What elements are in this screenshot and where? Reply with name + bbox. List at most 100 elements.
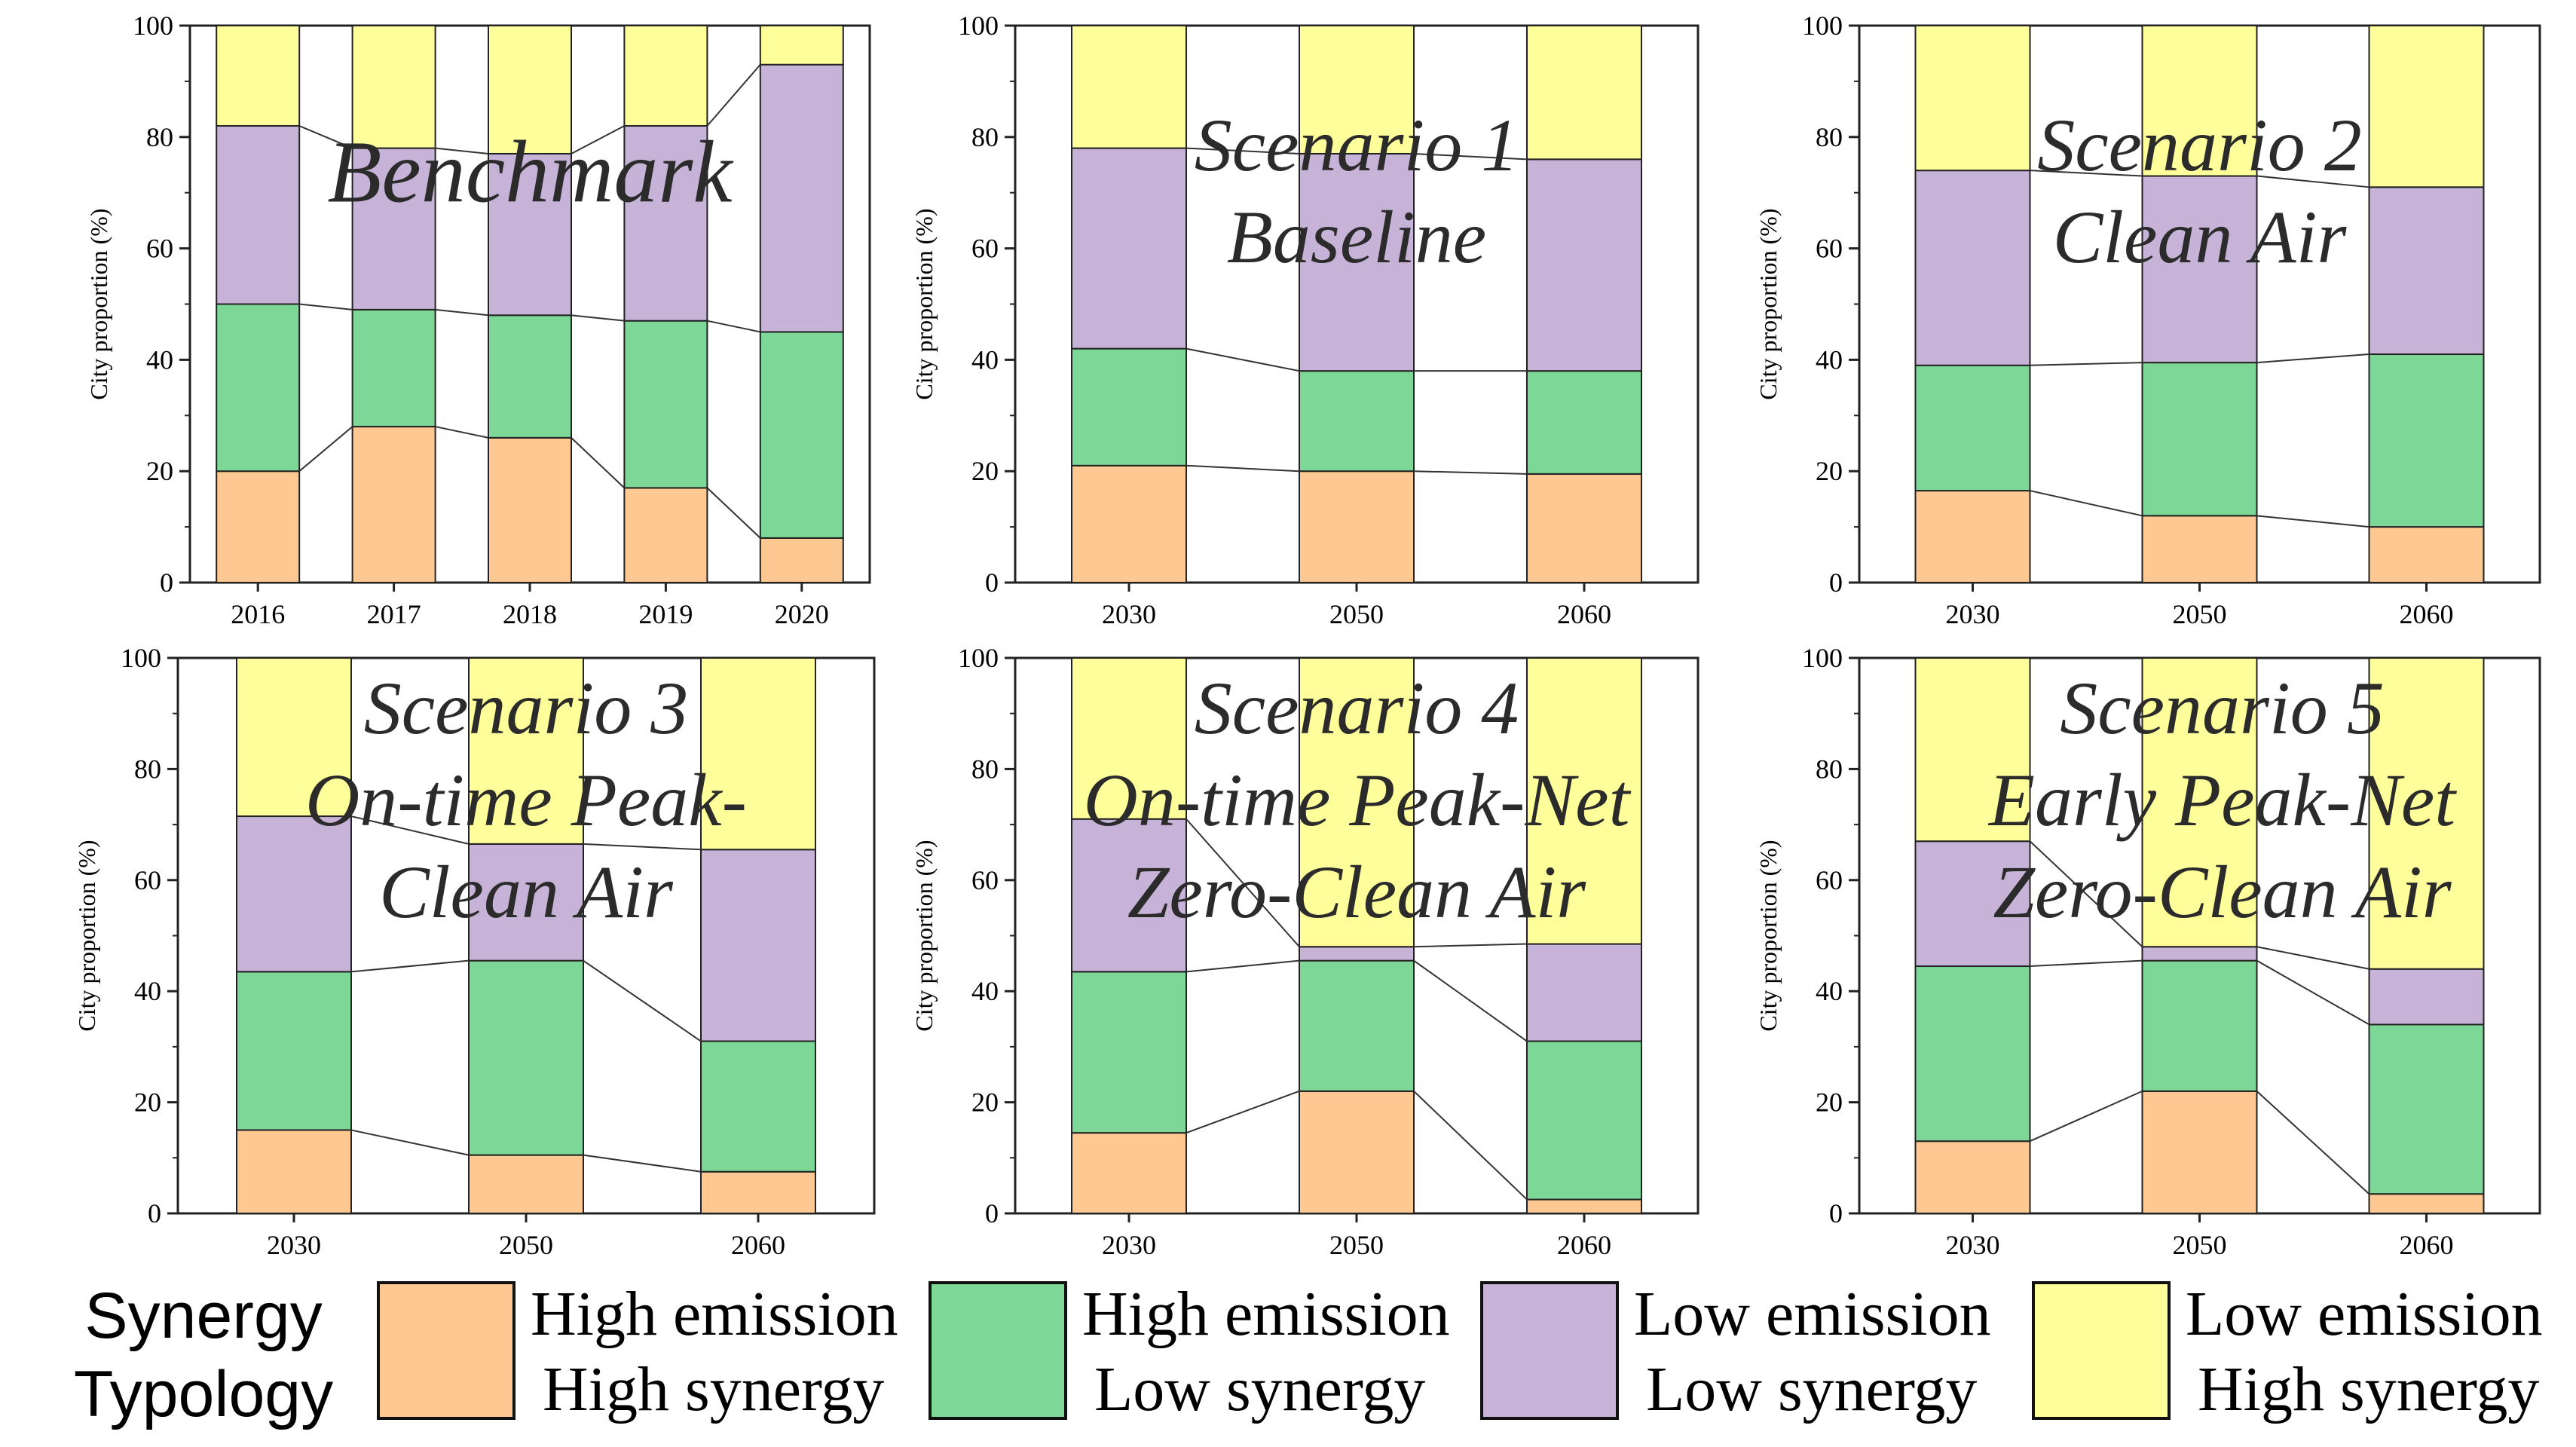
bar-segment — [488, 152, 572, 317]
y-tick-label: 0 — [1829, 567, 1843, 598]
y-tick-label: 100 — [1802, 643, 1843, 673]
connector-line — [706, 64, 761, 127]
bar-segment — [2141, 1090, 2258, 1214]
y-tick-label: 0 — [985, 567, 999, 598]
bar-segment — [1526, 1198, 1642, 1214]
legend-swatch — [2032, 1281, 2171, 1420]
y-tick-label: 40 — [146, 344, 173, 375]
x-tick-label: 2030 — [1102, 599, 1156, 629]
panel-title-line: On-time Peak- — [305, 758, 747, 842]
bar-segment — [468, 1154, 584, 1214]
y-tick-label: 80 — [1816, 122, 1843, 152]
bar-segment — [2141, 657, 2258, 948]
bar-segment — [700, 849, 816, 1042]
panel-title-line: Scenario 2 — [2037, 103, 2361, 187]
y-tick-label: 0 — [1829, 1198, 1843, 1228]
legend-title: Synergy Typology — [41, 1277, 366, 1433]
connector-line — [571, 437, 626, 489]
connector-line — [298, 125, 353, 149]
x-tick-label: 2030 — [267, 1230, 321, 1260]
connector-line — [350, 815, 470, 845]
panel-title-line: Benchmark — [327, 122, 734, 221]
x-tick-label: 2060 — [1557, 599, 1611, 629]
chart-panel-4: 0 20 40 60 80 100 City proportion (%) 2030 2050 2… — [73, 643, 876, 1260]
y-tick-label: 100 — [958, 643, 999, 673]
panel-title-line: Clean Air — [2053, 195, 2348, 279]
y-tick-label: 20 — [1816, 456, 1843, 486]
x-tick-label: 2030 — [1946, 599, 2000, 629]
y-axis-label: City proportion (%) — [910, 208, 938, 399]
y-tick-label: 40 — [971, 344, 999, 375]
bar-segment — [2368, 657, 2485, 970]
bar-segment — [488, 314, 572, 439]
legend-label: High emission High synergy — [531, 1277, 938, 1427]
connector-line — [1186, 1090, 1300, 1134]
bar-segment — [1299, 25, 1415, 154]
panel-title-line: Scenario 3 — [364, 666, 688, 750]
y-tick-label: 60 — [146, 234, 173, 264]
y-tick-label: 60 — [971, 865, 999, 895]
legend-label-line1: High emission — [1082, 1279, 1450, 1349]
bar-segment — [1526, 1040, 1642, 1201]
bar-segment — [623, 487, 708, 583]
connector-line — [298, 426, 353, 472]
bar-segment — [1071, 147, 1187, 350]
y-tick-label: 20 — [134, 1088, 161, 1118]
bar-segment — [1526, 25, 1642, 161]
bar-segment — [216, 25, 301, 127]
connector-line — [1413, 1091, 1528, 1201]
connector-line — [571, 125, 625, 154]
y-tick-label: 0 — [160, 567, 173, 598]
bar-segment — [1914, 840, 2031, 968]
panel-title-line: Early Peak-Net — [1987, 758, 2457, 842]
bar-segment — [468, 657, 584, 845]
bar-segment — [623, 125, 708, 322]
chart-panel-6: 0 20 40 60 80 100 City proportion (%) 2030 2050 2… — [1755, 643, 2541, 1260]
bar-segment — [700, 1170, 816, 1214]
bar-segment — [2368, 1193, 2485, 1214]
connector-line — [571, 314, 625, 322]
bar-segment — [700, 657, 816, 851]
x-tick-label: 2050 — [2173, 599, 2227, 629]
y-tick-label: 40 — [134, 976, 161, 1006]
y-tick-label: 60 — [134, 865, 161, 895]
x-tick-label: 2020 — [775, 599, 829, 629]
bar-segment — [759, 25, 844, 66]
connector-line — [1186, 147, 1300, 154]
bar-segment — [216, 303, 301, 473]
connector-line — [2256, 515, 2369, 528]
bar-segment — [2141, 946, 2258, 962]
bar-segment — [1299, 959, 1415, 1092]
connector-line — [2256, 175, 2369, 188]
x-tick-label: 2060 — [1557, 1230, 1611, 1260]
legend-label-line1: Low emission — [2186, 1279, 2543, 1349]
x-tick-label: 2030 — [1946, 1230, 2000, 1260]
bar-segment — [1914, 657, 2031, 843]
y-tick-label: 40 — [1816, 344, 1843, 375]
connector-line — [1413, 959, 1528, 1042]
x-tick-label: 2016 — [231, 599, 285, 629]
bar-segment — [468, 843, 584, 962]
y-tick-label: 60 — [1816, 234, 1843, 264]
y-tick-label: 100 — [133, 11, 173, 41]
bar-segment — [1526, 370, 1642, 475]
y-tick-label: 80 — [1816, 754, 1843, 784]
connector-line — [2030, 170, 2143, 177]
bar-segment — [1071, 657, 1187, 820]
legend-label: Low emission Low synergy — [1634, 1277, 2041, 1427]
bar-segment — [759, 537, 844, 584]
legend-swatch — [929, 1281, 1067, 1420]
x-tick-label: 2018 — [503, 599, 557, 629]
y-tick-label: 20 — [971, 456, 999, 486]
x-tick-label: 2060 — [2400, 1230, 2454, 1260]
bar-segment — [351, 25, 436, 149]
y-tick-label: 20 — [971, 1088, 999, 1118]
connector-line — [2030, 1090, 2143, 1143]
bar-segment — [1071, 464, 1187, 583]
bar-segment — [1071, 1132, 1187, 1215]
x-tick-label: 2050 — [499, 1230, 553, 1260]
bar-segment — [2141, 362, 2258, 517]
legend-title-line2: Typology — [73, 1358, 334, 1430]
y-tick-label: 60 — [1816, 865, 1843, 895]
connector-line — [1186, 959, 1300, 973]
